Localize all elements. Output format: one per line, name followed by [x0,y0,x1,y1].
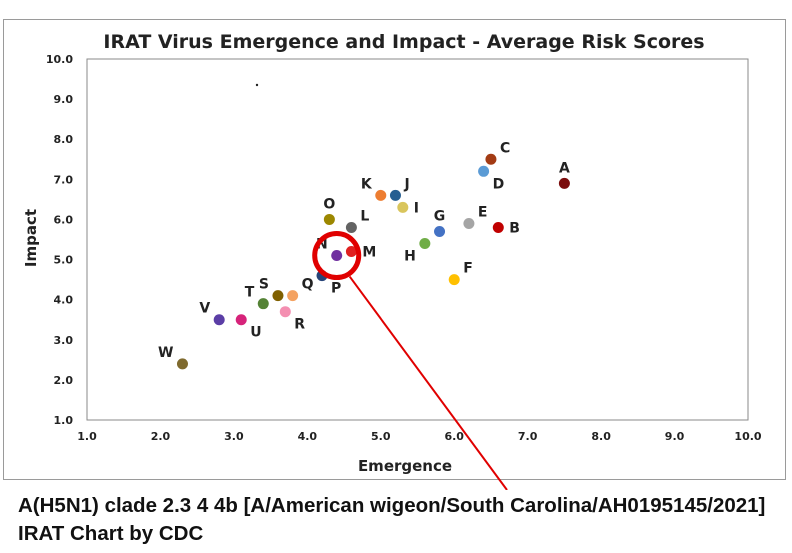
data-point-d [478,165,490,177]
x-tick-label: 9.0 [665,430,685,443]
data-label-v: V [199,301,210,317]
highlight-circle [312,231,362,281]
highlight-pointer-line [348,275,508,490]
x-tick-label: 2.0 [151,430,171,443]
x-tick-label: 4.0 [298,430,318,443]
data-point-q [287,290,299,302]
data-point-g [434,225,446,237]
data-point-u [235,314,247,326]
data-point-v [213,314,225,326]
y-tick-label: 5.0 [54,254,74,267]
y-tick-label: 9.0 [54,93,74,106]
data-label-m: M [362,245,376,261]
data-label-l: L [360,208,369,224]
highlight-annotation [312,231,508,490]
data-label-a: A [559,160,570,176]
y-tick-label: 8.0 [54,133,74,146]
stray-dot [255,83,259,87]
y-axis-label: Impact [22,209,40,267]
data-point-e [463,217,475,229]
data-label-g: G [434,208,446,224]
y-tick-label: 2.0 [54,374,74,387]
data-point-t [257,298,269,310]
chart-title: IRAT Virus Emergence and Impact - Averag… [103,31,704,53]
data-label-j: J [403,176,409,192]
data-point-c [485,153,497,165]
y-axis-ticks: 1.0 2.0 3.0 4.0 5.0 6.0 7.0 8.0 9.0 10.0 [46,53,73,427]
data-point-a [558,177,570,189]
data-points: A B C DE F G H IJ KL M N O P Q R ST U V W [158,140,570,370]
y-tick-label: 3.0 [54,334,74,347]
data-point-o [323,213,335,225]
x-axis-label: Emergence [358,457,452,475]
data-point-n [331,250,343,262]
data-label-s: S [259,277,269,293]
x-tick-label: 10.0 [734,430,761,443]
data-label-t: T [245,285,255,301]
data-label-c: C [500,140,510,156]
data-label-f: F [463,261,473,277]
data-point-l [345,221,357,233]
data-label-p: P [331,281,341,297]
data-label-r: R [294,317,305,333]
data-point-b [492,221,504,233]
x-tick-label: 5.0 [371,430,391,443]
data-label-e: E [478,204,488,220]
data-point-s [272,290,284,302]
x-tick-label: 3.0 [224,430,244,443]
data-label-k: K [361,176,373,192]
data-point-f [448,274,460,286]
data-point-j [389,189,401,201]
x-tick-label: 8.0 [591,430,611,443]
x-axis-ticks: 1.0 2.0 3.0 4.0 5.0 6.0 7.0 8.0 9.0 10.0 [77,430,762,443]
y-tick-label: 10.0 [46,53,73,66]
data-label-w: W [158,345,173,361]
plot-area [86,58,749,421]
data-point-w [176,358,188,370]
caption-line-1: A(H5N1) clade 2.3 4 4b [A/American wigeo… [18,494,766,517]
x-tick-label: 7.0 [518,430,538,443]
data-label-b: B [509,220,520,236]
data-label-h: H [404,249,416,265]
scatter-chart: IRAT Virus Emergence and Impact - Averag… [22,31,762,490]
data-point-i [397,201,409,213]
data-point-m [345,246,357,258]
caption-line-2: IRAT Chart by CDC [18,522,204,545]
data-label-u: U [250,325,261,341]
data-label-o: O [323,196,335,212]
x-tick-label: 1.0 [77,430,97,443]
x-tick-label: 6.0 [444,430,464,443]
chart-frame [3,19,786,480]
data-label-d: D [493,176,505,192]
data-label-n: N [316,237,328,253]
data-point-k [375,189,387,201]
y-tick-label: 1.0 [54,414,74,427]
y-tick-label: 6.0 [54,213,74,226]
data-label-i: I [414,200,419,216]
y-tick-label: 4.0 [54,294,74,307]
data-point-r [279,306,291,318]
data-label-q: Q [302,277,314,293]
y-tick-label: 7.0 [54,173,74,186]
data-point-h [419,238,431,250]
